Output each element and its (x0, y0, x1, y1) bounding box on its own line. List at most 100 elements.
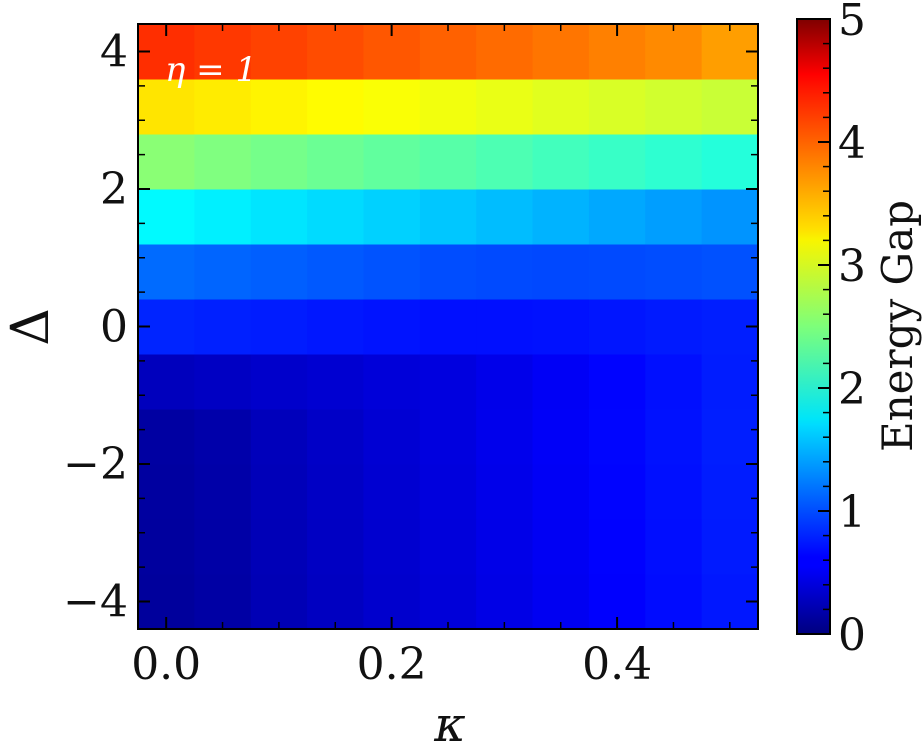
heatmap-cell (307, 409, 364, 465)
colorbar-tick-label: 0 (838, 610, 866, 661)
heatmap-cell (645, 189, 703, 245)
heatmap-cell (645, 519, 703, 575)
heatmap-cell (588, 519, 646, 575)
heatmap-cell (476, 299, 534, 355)
heatmap-cell (645, 244, 703, 300)
heatmap-cell (588, 79, 646, 135)
heatmap-cell (250, 79, 308, 135)
heatmap-cell (645, 24, 703, 80)
heatmap-cell (419, 464, 477, 520)
x-tick-label: 0.0 (131, 639, 201, 690)
heatmap-cell (419, 409, 477, 465)
heatmap-cell (645, 134, 703, 190)
heatmap-cell (701, 79, 759, 135)
heatmap-cell (476, 244, 534, 300)
y-tick-label: 0 (100, 302, 128, 353)
heatmap-cell (250, 134, 308, 190)
heatmap-cell (476, 519, 534, 575)
heatmap-cell (532, 24, 590, 80)
colorbar-tick-label: 4 (838, 118, 866, 169)
heatmap-cell (138, 464, 195, 520)
heatmap-cell (419, 134, 477, 190)
heatmap-cell (588, 134, 646, 190)
heatmap-cell (250, 299, 308, 355)
heatmap-cell (532, 409, 590, 465)
heatmap-cell (363, 354, 421, 410)
heatmap-cell (476, 24, 534, 80)
heatmap-cell (307, 24, 364, 80)
heatmap-cell (645, 354, 703, 410)
heatmap-cell (138, 244, 195, 300)
y-tick-label: −2 (63, 439, 128, 490)
heatmap-cell (250, 519, 308, 575)
heatmap-cell (194, 244, 252, 300)
heatmap-cell (363, 464, 421, 520)
heatmap-cell (419, 354, 477, 410)
heatmap-cell (645, 574, 703, 630)
heatmap-cell (701, 409, 759, 465)
heatmap-cell (363, 409, 421, 465)
heatmap-cell (194, 299, 252, 355)
heatmap-cell (138, 79, 195, 135)
heatmap-cell (701, 189, 759, 245)
heatmap-cell (532, 189, 590, 245)
heatmap-cell (138, 189, 195, 245)
heatmap-cell (701, 354, 759, 410)
heatmap-cell (363, 244, 421, 300)
heatmap-cell (532, 299, 590, 355)
heatmap-cell (588, 189, 646, 245)
heatmap-cell (194, 409, 252, 465)
heatmap-cell (532, 519, 590, 575)
heatmap-cell (194, 574, 252, 630)
heatmap-cell (363, 299, 421, 355)
heatmap-cell (476, 189, 534, 245)
heatmap-cell (419, 519, 477, 575)
heatmap-cell (532, 79, 590, 135)
colorbar (796, 18, 831, 635)
heatmap-cell (476, 574, 534, 630)
heatmap-cell (194, 24, 252, 80)
heatmap-cell (138, 409, 195, 465)
heatmap-cell (532, 574, 590, 630)
x-tick-label: 0.4 (582, 639, 652, 690)
heatmap-cell (532, 244, 590, 300)
heatmap-cell (532, 134, 590, 190)
y-tick-label: 2 (100, 164, 128, 215)
heatmap-cell (419, 24, 477, 80)
heatmap-cell (588, 354, 646, 410)
heatmap-cell (419, 574, 477, 630)
heatmap-cell (307, 354, 364, 410)
heatmap-cell (194, 79, 252, 135)
heatmap-cell (645, 409, 703, 465)
colorbar-tick-label: 2 (838, 364, 866, 415)
colorbar-label: Energy Gap (873, 200, 922, 452)
heatmap-cell (250, 354, 308, 410)
heatmap-cell (307, 134, 364, 190)
x-tick-label: 0.2 (357, 639, 427, 690)
heatmap-cell (307, 574, 364, 630)
heatmap-cell (588, 244, 646, 300)
heatmap-cell (476, 134, 534, 190)
heatmap-cell (701, 464, 759, 520)
heatmap-cell (645, 79, 703, 135)
heatmap-cell (307, 189, 364, 245)
heatmap-cells (138, 24, 759, 630)
y-tick-label: −4 (63, 577, 128, 628)
heatmap-cell (250, 464, 308, 520)
heatmap-cell (138, 354, 195, 410)
heatmap-cell (645, 464, 703, 520)
heatmap-cell (588, 464, 646, 520)
heatmap-cell (250, 409, 308, 465)
colorbar-tick-label: 1 (838, 487, 866, 538)
heatmap-cell (476, 354, 534, 410)
heatmap-cell (307, 244, 364, 300)
heatmap-cell (645, 299, 703, 355)
heatmap-cell (419, 189, 477, 245)
heatmap-cell (363, 519, 421, 575)
heatmap-cell (588, 409, 646, 465)
heatmap-cell (194, 189, 252, 245)
heatmap-cell (419, 244, 477, 300)
heatmap-annotation: η = 1 (165, 50, 257, 90)
heatmap-cell (250, 574, 308, 630)
